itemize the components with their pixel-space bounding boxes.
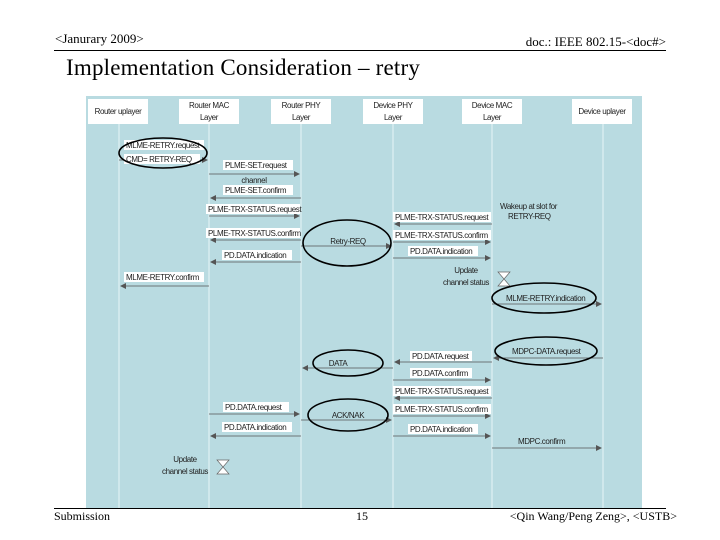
label-cmd-retry-req: CMD= RETRY-REQ xyxy=(126,155,192,164)
lane-label: Layer xyxy=(384,113,403,122)
label-plme-trx-confirm-r: PLME-TRX-STATUS.confirm xyxy=(208,229,301,238)
label-update-line2: channel status xyxy=(443,278,489,287)
highlight-retry-req xyxy=(302,219,392,267)
label-mdpc-confirm: MDPC.confirm xyxy=(518,437,566,446)
footer-submission: Submission xyxy=(54,509,111,523)
lane-label: Router PHY xyxy=(282,101,322,110)
label-data: DATA xyxy=(329,359,349,368)
sequence-diagram: Router uplayer Router MAC Layer Router P… xyxy=(86,96,642,508)
label-pd-data-indication-r2: PD.DATA.indication xyxy=(224,423,286,432)
label-mlme-retry-request: MLME-RETRY.request xyxy=(126,141,201,150)
header-rule xyxy=(54,50,666,51)
label-plme-set-confirm: PLME-SET.confirm xyxy=(225,186,287,195)
label-pd-data-request-d: PD.DATA.request xyxy=(412,352,470,361)
lane-device-phy: Device PHY Layer xyxy=(363,99,423,124)
label-pd-data-indication-r: PD.DATA.indication xyxy=(224,251,286,260)
sequence-diagram-svg: Router uplayer Router MAC Layer Router P… xyxy=(88,99,632,508)
label-plme-trx-confirm-d2: PLME-TRX-STATUS.confirm xyxy=(395,405,488,414)
label-update-line1: Update xyxy=(454,266,478,275)
timers xyxy=(216,271,511,475)
label-pd-data-confirm-d: PD.DATA.confirm xyxy=(412,369,469,378)
label-retry-req: Retry-REQ xyxy=(330,237,366,246)
label-pd-data-request-r: PD.DATA.request xyxy=(225,403,283,412)
label-ack-nak: ACK/NAK xyxy=(332,411,365,420)
hourglass-icon xyxy=(216,459,230,475)
lane-router-upper: Router uplayer xyxy=(88,99,148,124)
hourglass-icon xyxy=(497,271,511,287)
header-date: <Janurary 2009> xyxy=(55,31,144,46)
lane-label: Layer xyxy=(200,113,219,122)
label-plme-trx-request-d: PLME-TRX-STATUS.request xyxy=(395,213,489,222)
lane-headers: Router uplayer Router MAC Layer Router P… xyxy=(88,99,632,124)
footer-page-number: 15 xyxy=(356,509,368,523)
label-pd-data-indication-d2: PD.DATA.indication xyxy=(410,425,472,434)
label-plme-trx-request-r: PLME-TRX-STATUS.request xyxy=(208,205,302,214)
lane-router-phy: Router PHY Layer xyxy=(271,99,331,124)
label-pd-data-indication-d: PD.DATA.indication xyxy=(410,247,472,256)
lane-label: Layer xyxy=(292,113,311,122)
label-mdpc-data-request: MDPC-DATA.request xyxy=(512,347,582,356)
lifelines xyxy=(118,124,604,508)
label-wakeup-line1: Wakeup at slot for xyxy=(500,202,558,211)
label-plme-trx-request-d2: PLME-TRX-STATUS.request xyxy=(395,387,489,396)
lane-device-mac: Device MAC Layer xyxy=(462,99,522,124)
highlight-retry-request xyxy=(118,137,208,169)
footer-rule xyxy=(54,508,666,509)
label-update-router-line2: channel status xyxy=(162,467,208,476)
lane-label: Layer xyxy=(483,113,502,122)
lane-device-upper: Device uplayer xyxy=(572,99,632,124)
highlight-data xyxy=(312,349,384,377)
lane-label: Device PHY xyxy=(373,101,413,110)
lane-router-mac: Router MAC Layer xyxy=(179,99,239,124)
label-wakeup-line2: RETRY-REQ xyxy=(508,212,551,221)
label-update-router-line1: Update xyxy=(173,455,197,464)
highlight-ack-nak xyxy=(307,398,389,432)
highlights xyxy=(118,137,598,432)
message-labels: MLME-RETRY.request CMD= RETRY-REQ PLME-S… xyxy=(124,140,586,476)
label-channel: channel xyxy=(241,176,267,185)
label-mlme-retry-confirm: MLME-RETRY.confirm xyxy=(126,273,200,282)
label-plme-set-request: PLME-SET.request xyxy=(225,161,288,170)
lane-label: Router MAC xyxy=(189,101,230,110)
label-mlme-retry-indication: MLME-RETRY.indication xyxy=(506,294,585,303)
label-plme-trx-confirm-d: PLME-TRX-STATUS.confirm xyxy=(395,231,488,240)
slide-title: Implementation Consideration – retry xyxy=(66,55,421,80)
highlight-mdpc-data-request xyxy=(494,336,598,366)
footer-authors: <Qin Wang/Peng Zeng>, <USTB> xyxy=(509,509,677,523)
lane-label: Device uplayer xyxy=(578,107,626,116)
header-doc-id: doc.: IEEE 802.15-<doc#> xyxy=(525,34,666,49)
lane-label: Device MAC xyxy=(472,101,513,110)
lane-label: Router uplayer xyxy=(95,107,143,116)
highlight-retry-indication xyxy=(491,282,597,314)
